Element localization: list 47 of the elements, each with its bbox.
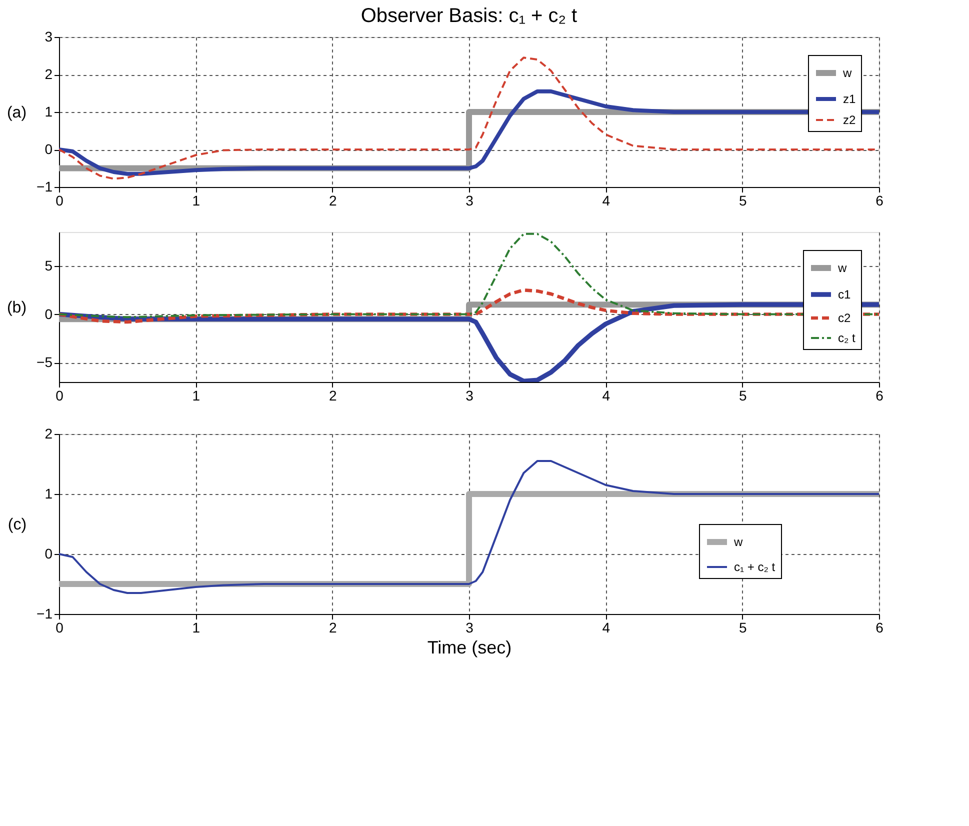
legend-label: c₂ t <box>838 331 856 345</box>
x-tick-label: 1 <box>192 192 200 208</box>
x-tick-label: 4 <box>602 192 610 208</box>
legend-label: z1 <box>843 92 856 106</box>
x-tick-label: 2 <box>328 620 337 636</box>
legend-label: w <box>733 535 743 549</box>
y-tick-label: −5 <box>36 354 53 370</box>
x-tick-label: 4 <box>602 620 610 636</box>
x-tick-label: 2 <box>328 388 337 404</box>
y-tick-label: 0 <box>44 546 53 562</box>
x-tick-label: 6 <box>876 620 884 636</box>
y-tick-label: 3 <box>44 28 53 44</box>
x-tick-label: 5 <box>738 388 747 404</box>
y-tick-label: 2 <box>44 66 53 82</box>
y-axis-title: (c) <box>8 516 27 534</box>
x-tick-label: 0 <box>56 192 64 208</box>
legend-label: c₁ + c₂ t <box>734 560 776 574</box>
legend-label: c2 <box>838 311 851 325</box>
chart-title: Observer Basis: c₁ + c₂ t <box>360 5 578 27</box>
x-tick-label: 6 <box>876 192 884 208</box>
x-tick-label: 5 <box>738 192 747 208</box>
x-tick-label: 1 <box>192 620 200 636</box>
y-tick-label: 1 <box>44 104 53 120</box>
x-tick-label: 5 <box>738 620 747 636</box>
y-tick-label: 2 <box>44 426 53 442</box>
legend-label: w <box>842 66 852 80</box>
y-axis-title: (b) <box>6 300 27 316</box>
x-tick-label: 3 <box>466 620 474 636</box>
legend-label: c1 <box>838 288 851 302</box>
x-tick-label: 0 <box>56 388 64 404</box>
y-tick-label: 5 <box>44 257 53 274</box>
x-tick-label: 0 <box>56 620 64 636</box>
x-tick-label: 6 <box>876 388 884 404</box>
legend-label: w <box>837 261 847 275</box>
y-tick-label: 1 <box>44 486 53 502</box>
x-tick-label: 2 <box>328 192 337 208</box>
x-tick-label: 4 <box>602 388 610 404</box>
y-tick-label: 0 <box>44 141 53 157</box>
y-axis-title: (a) <box>6 104 27 122</box>
y-tick-label: −1 <box>36 178 53 194</box>
legend-label: z2 <box>843 113 856 127</box>
y-tick-label: −1 <box>36 606 53 622</box>
x-tick-label: 1 <box>192 388 200 404</box>
x-tick-label: 3 <box>466 192 474 208</box>
y-tick-label: 0 <box>44 306 53 322</box>
x-tick-label: 3 <box>466 388 474 404</box>
x-axis-title: Time (sec) <box>427 638 512 658</box>
